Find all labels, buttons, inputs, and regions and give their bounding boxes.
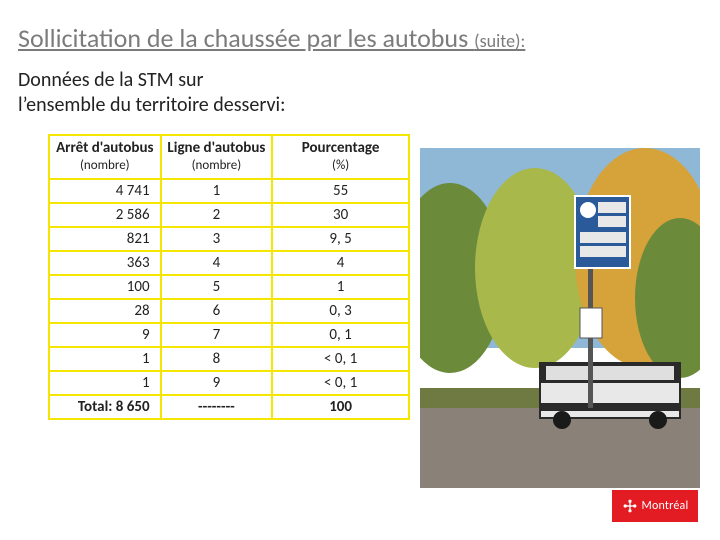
cell: 3 bbox=[161, 227, 273, 251]
page-title: Sollicitation de la chaussée par les aut… bbox=[0, 0, 720, 62]
cell: < 0, 1 bbox=[272, 347, 409, 371]
cell: 9 bbox=[161, 371, 273, 395]
col-header-label: Ligne d'autobus bbox=[167, 139, 265, 157]
table-body: 4 741155 2 586230 82139, 5 36344 10051 2… bbox=[49, 179, 409, 419]
cell: 2 586 bbox=[49, 203, 161, 227]
col-header-arret: Arrêt d'autobus (nombre) bbox=[49, 135, 161, 179]
montreal-logo-text: Montréal bbox=[642, 499, 689, 513]
cell: 4 741 bbox=[49, 179, 161, 203]
col-header-sub: (nombre) bbox=[166, 159, 268, 174]
table-row: 19< 0, 1 bbox=[49, 371, 409, 395]
col-header-label: Arrêt d'autobus bbox=[56, 139, 153, 157]
cell-total: -------- bbox=[161, 395, 273, 419]
cell: 4 bbox=[272, 251, 409, 275]
title-suffix: (suite): bbox=[474, 30, 525, 52]
cell-total: Total: 8 650 bbox=[49, 395, 161, 419]
cell: 28 bbox=[49, 299, 161, 323]
col-header-sub: (%) bbox=[277, 159, 404, 174]
table-row: 970, 1 bbox=[49, 323, 409, 347]
table-row: 18< 0, 1 bbox=[49, 347, 409, 371]
subtitle: Données de la STM sur l’ensemble du terr… bbox=[0, 62, 720, 128]
subtitle-line1: Données de la STM sur bbox=[18, 68, 702, 93]
montreal-logo: Montréal bbox=[612, 490, 698, 522]
title-main: Sollicitation de la chaussée par les aut… bbox=[18, 22, 474, 54]
cell: 55 bbox=[272, 179, 409, 203]
cell: 6 bbox=[161, 299, 273, 323]
col-header-sub: (nombre) bbox=[54, 159, 156, 174]
table-row: 2 586230 bbox=[49, 203, 409, 227]
cell-total: 100 bbox=[272, 395, 409, 419]
table-row: 82139, 5 bbox=[49, 227, 409, 251]
table-row: 4 741155 bbox=[49, 179, 409, 203]
table-row: 10051 bbox=[49, 275, 409, 299]
cell: 1 bbox=[161, 179, 273, 203]
cell: 4 bbox=[161, 251, 273, 275]
cell: 5 bbox=[161, 275, 273, 299]
cell: 1 bbox=[49, 347, 161, 371]
cell: 30 bbox=[272, 203, 409, 227]
cell: 100 bbox=[49, 275, 161, 299]
cell: 363 bbox=[49, 251, 161, 275]
bus-stop-photo bbox=[420, 148, 700, 488]
cell: < 0, 1 bbox=[272, 371, 409, 395]
table-total-row: Total: 8 650--------100 bbox=[49, 395, 409, 419]
cell: 0, 3 bbox=[272, 299, 409, 323]
col-header-ligne: Ligne d'autobus (nombre) bbox=[161, 135, 273, 179]
table-header-row: Arrêt d'autobus (nombre) Ligne d'autobus… bbox=[49, 135, 409, 179]
table-row: 2860, 3 bbox=[49, 299, 409, 323]
col-header-pct: Pourcentage (%) bbox=[272, 135, 409, 179]
data-table: Arrêt d'autobus (nombre) Ligne d'autobus… bbox=[48, 134, 410, 420]
data-table-container: Arrêt d'autobus (nombre) Ligne d'autobus… bbox=[48, 134, 410, 420]
cell: 7 bbox=[161, 323, 273, 347]
cell: 1 bbox=[272, 275, 409, 299]
cell: 2 bbox=[161, 203, 273, 227]
cell: 8 bbox=[161, 347, 273, 371]
montreal-rosette-icon bbox=[622, 498, 638, 514]
table-row: 36344 bbox=[49, 251, 409, 275]
cell: 9 bbox=[49, 323, 161, 347]
cell: 1 bbox=[49, 371, 161, 395]
cell: 821 bbox=[49, 227, 161, 251]
cell: 9, 5 bbox=[272, 227, 409, 251]
subtitle-line2: l’ensemble du territoire desservi: bbox=[18, 93, 702, 118]
col-header-label: Pourcentage bbox=[302, 139, 380, 157]
cell: 0, 1 bbox=[272, 323, 409, 347]
